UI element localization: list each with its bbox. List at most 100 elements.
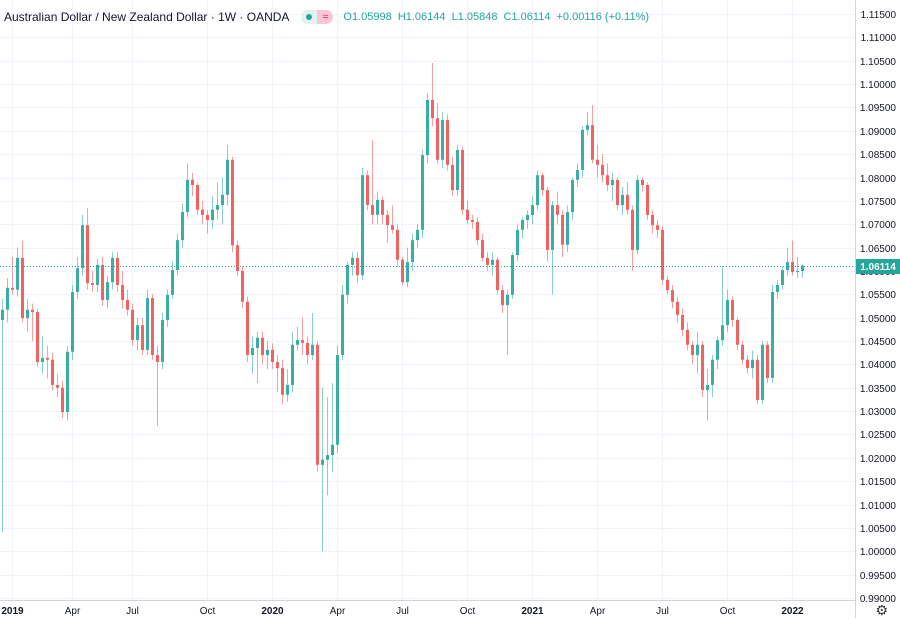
candle — [91, 270, 94, 292]
candle-body — [171, 270, 174, 295]
candle — [261, 331, 264, 365]
candle — [471, 214, 474, 229]
candle-body — [151, 298, 154, 356]
candle — [411, 233, 414, 271]
candle — [286, 369, 289, 402]
y-tick-label: 1.04000 — [860, 360, 897, 371]
candle — [576, 163, 579, 187]
candle — [6, 277, 9, 323]
x-tick-label: Jul — [126, 606, 139, 617]
y-tick-label: 1.11000 — [861, 33, 897, 44]
candle — [421, 149, 424, 239]
candle — [781, 266, 784, 290]
candle — [536, 170, 539, 211]
candle — [81, 214, 84, 276]
candle — [786, 247, 789, 276]
candle-body — [551, 205, 554, 250]
candle — [296, 327, 299, 351]
y-tick-label: 0.99500 — [860, 571, 897, 582]
candle-body — [136, 325, 139, 341]
candle-body — [41, 357, 44, 363]
candle — [221, 177, 224, 225]
candle — [331, 383, 334, 472]
candle — [401, 256, 404, 285]
gear-icon[interactable]: ⚙ — [875, 602, 888, 618]
candle — [11, 256, 14, 295]
candle-body — [741, 344, 744, 360]
candle — [156, 345, 159, 427]
candle-body — [106, 282, 109, 300]
ohlc-values: O1.05998 H1.06144 L1.05848 C1.06114 +0.0… — [343, 11, 652, 23]
candle-body — [251, 348, 254, 356]
candle-body — [271, 349, 274, 363]
candle-body — [121, 284, 124, 300]
candle-body — [486, 257, 489, 265]
candle-body — [546, 190, 549, 250]
candle — [591, 105, 594, 164]
close-value: C1.06114 — [503, 11, 551, 23]
price-axis[interactable]: 1.11500 1.11000 1.10500 1.10000 1.09500 1.090… — [860, 10, 897, 605]
candle — [106, 275, 109, 309]
time-axis[interactable]: 2019 Apr Jul Oct 2020 Apr Jul Oct 2021 Apr Jul Oct 2… — [1, 606, 804, 617]
x-tick-label: Oct — [460, 606, 476, 617]
candle — [1, 298, 4, 533]
y-tick-label: 1.02500 — [860, 430, 897, 441]
candle — [336, 345, 339, 454]
candle — [696, 331, 699, 374]
candle — [161, 313, 164, 370]
candle — [671, 284, 674, 309]
x-tick-label: Apr — [330, 606, 346, 617]
candle-body — [276, 362, 279, 369]
candle — [441, 112, 444, 169]
candle — [491, 252, 494, 276]
candle — [711, 355, 714, 398]
candle — [96, 259, 99, 292]
candle — [636, 175, 639, 255]
candle-body — [706, 384, 709, 391]
candle — [136, 317, 139, 351]
candle — [116, 252, 119, 292]
candle-body — [211, 209, 214, 221]
candle-body — [566, 212, 569, 245]
candle-body — [76, 268, 79, 292]
candle — [761, 341, 764, 405]
candle-body — [386, 214, 389, 226]
candle-body — [651, 214, 654, 226]
candle — [621, 186, 624, 215]
y-tick-label: 1.00500 — [860, 524, 897, 535]
candle — [51, 352, 54, 391]
candle — [41, 336, 44, 374]
change-value: +0.00116 (+0.11%) — [556, 11, 650, 23]
y-tick-label: 1.08000 — [860, 174, 897, 185]
candle-body — [796, 270, 799, 272]
candle-body — [561, 214, 564, 245]
candle-body — [306, 342, 309, 356]
candle — [216, 182, 219, 220]
candle-body — [496, 259, 499, 291]
candle-body — [371, 205, 374, 215]
candle — [556, 191, 559, 225]
symbol-title[interactable]: Australian Dollar / New Zealand Dollar ·… — [4, 10, 290, 24]
candle-body — [361, 175, 364, 276]
candle-body — [126, 299, 129, 310]
y-tick-label: 1.03000 — [860, 407, 897, 418]
y-tick-label: 1.10500 — [860, 57, 897, 68]
candle-body — [341, 294, 344, 356]
candle — [211, 196, 214, 229]
candle-body — [46, 357, 49, 360]
candle-body — [596, 159, 599, 165]
candle-body — [531, 205, 534, 215]
candle — [21, 240, 24, 323]
approx-icon[interactable]: ≈ — [317, 10, 334, 24]
y-tick-label: 1.01500 — [860, 477, 897, 488]
candle-body — [101, 264, 104, 300]
candle-body — [771, 291, 774, 378]
candle-body — [321, 459, 324, 465]
candle — [16, 247, 19, 297]
candle-body — [781, 270, 784, 285]
market-status-dot-icon[interactable] — [301, 10, 318, 24]
candle-body — [736, 320, 739, 345]
y-tick-label: 1.02000 — [860, 454, 897, 465]
candle-body — [521, 220, 524, 230]
